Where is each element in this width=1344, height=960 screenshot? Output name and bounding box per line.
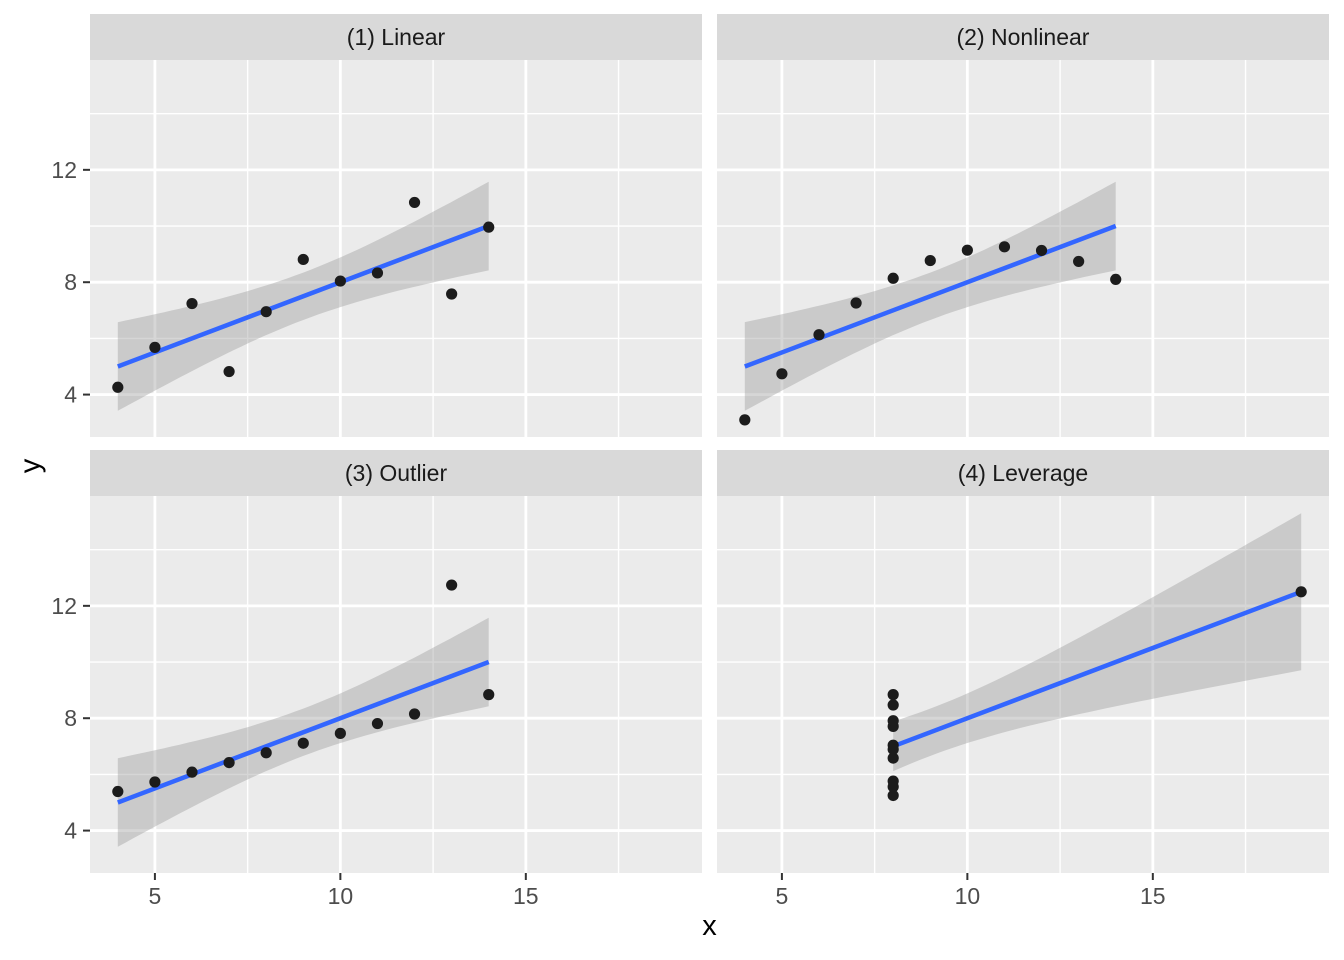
regression-line: [892, 589, 1302, 749]
data-point: [887, 699, 899, 711]
x-axis-tick-label: 10: [955, 883, 981, 909]
x-axis-tick-label: 15: [1140, 883, 1166, 909]
data-point: [371, 717, 384, 730]
data-point: [998, 241, 1011, 253]
x-axis-title: x: [702, 910, 717, 942]
data-point: [961, 244, 973, 256]
facet-strip-leverage: (4) Leverage: [717, 450, 1329, 496]
data-point: [371, 267, 384, 279]
panel-background: [90, 60, 702, 437]
facet-strip-label: (2) Nonlinear: [956, 23, 1090, 50]
facet-strip-label: (1) Linear: [346, 23, 446, 50]
x-axis-tick-label: 5: [776, 883, 789, 909]
y-axis-tick-label: 4: [64, 382, 77, 408]
data-point: [186, 766, 198, 778]
data-point: [112, 381, 124, 393]
data-point: [887, 272, 899, 284]
data-point: [887, 715, 899, 727]
data-point: [297, 737, 309, 749]
regression-line: [744, 223, 1117, 369]
y-axis-tick-label: 8: [64, 269, 77, 295]
facet-strip-label: (3) Outlier: [344, 459, 448, 486]
facet-strip-outlier: (3) Outlier: [90, 450, 702, 496]
data-point: [887, 752, 899, 764]
x-axis-tick-label: 15: [513, 883, 539, 909]
data-point: [776, 368, 788, 380]
data-point: [1295, 586, 1307, 598]
data-point: [149, 776, 161, 788]
data-point: [483, 221, 495, 233]
data-point: [408, 708, 421, 720]
panel-background: [717, 60, 1329, 437]
panel-background: [717, 496, 1329, 873]
data-point: [887, 743, 899, 755]
data-point: [1110, 273, 1122, 286]
regression-line: [117, 223, 490, 369]
data-point: [483, 689, 495, 701]
data-point: [260, 747, 272, 759]
data-point: [112, 785, 124, 798]
data-point: [1035, 244, 1048, 257]
data-point: [223, 365, 235, 378]
facet-strip-nonlinear: (2) Nonlinear: [717, 14, 1329, 60]
y-axis-tick-label: 4: [64, 818, 77, 844]
data-point: [924, 254, 936, 267]
data-point: [1073, 255, 1085, 268]
x-axis-tick-label: 5: [149, 883, 162, 909]
y-axis-tick-label: 12: [51, 593, 77, 619]
data-point: [887, 689, 899, 701]
x-axis-tick-label: 10: [328, 883, 354, 909]
y-axis-tick-label: 8: [64, 705, 77, 731]
facet-strip-label: (4) Leverage: [957, 459, 1089, 486]
data-point: [334, 275, 346, 287]
data-point: [186, 297, 198, 310]
data-point: [149, 341, 161, 353]
data-point: [297, 253, 309, 266]
facet-strip-linear: (1) Linear: [90, 14, 702, 60]
data-point: [446, 579, 458, 591]
panel-background: [90, 496, 702, 873]
data-point: [887, 789, 899, 802]
data-point: [813, 329, 825, 341]
data-point: [334, 727, 346, 739]
data-point: [887, 781, 899, 793]
data-point: [260, 306, 272, 318]
regression-line: [117, 659, 490, 805]
data-point: [446, 288, 458, 300]
data-point: [408, 196, 421, 209]
y-axis-title: y: [14, 458, 47, 474]
data-point: [739, 414, 751, 426]
data-point: [850, 297, 862, 309]
y-axis-tick-label: 12: [51, 157, 77, 183]
data-point: [223, 756, 235, 769]
